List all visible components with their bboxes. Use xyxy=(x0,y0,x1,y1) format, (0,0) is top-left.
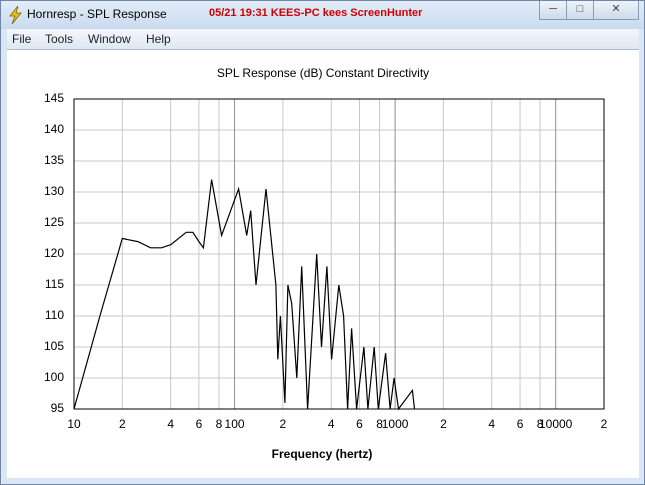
y-tick-label: 105 xyxy=(44,339,64,353)
x-tick-label: 8 xyxy=(537,417,544,431)
y-tick-label: 145 xyxy=(44,91,64,105)
x-tick-label: 10 xyxy=(67,417,81,431)
x-tick-label: 4 xyxy=(488,417,495,431)
x-tick-label: 2 xyxy=(119,417,126,431)
app-icon xyxy=(9,5,22,25)
response-line xyxy=(73,179,416,411)
x-tick-label: 2 xyxy=(440,417,447,431)
x-tick-label: 6 xyxy=(517,417,524,431)
content-panel xyxy=(7,49,639,478)
x-tick-label: 10000 xyxy=(539,417,573,431)
y-tick-label: 140 xyxy=(44,122,64,136)
watermark: 05/21 19:31 KEES-PC kees ScreenHunter xyxy=(209,7,423,19)
menu-item[interactable]: Tools xyxy=(45,32,74,46)
x-tick-label: 100 xyxy=(225,417,245,431)
x-tick-label: 8 xyxy=(376,417,383,431)
x-tick-label: 4 xyxy=(328,417,335,431)
x-tick-label: 2 xyxy=(280,417,287,431)
y-tick-label: 115 xyxy=(45,277,64,291)
x-tick-label: 6 xyxy=(356,417,363,431)
y-tick-label: 125 xyxy=(44,215,64,229)
x-tick-label: 1000 xyxy=(382,417,409,431)
y-tick-label: 120 xyxy=(44,246,64,260)
x-axis-label: Frequency (hertz) xyxy=(272,447,373,461)
x-tick-label: 6 xyxy=(196,417,203,431)
close-button[interactable]: ✕ xyxy=(593,1,639,20)
y-tick-label: 110 xyxy=(45,308,64,322)
window-title: Hornresp - SPL Response xyxy=(27,7,167,21)
chart-title: SPL Response (dB) Constant Directivity xyxy=(217,66,429,80)
x-tick-label: 4 xyxy=(167,417,174,431)
y-tick-label: 130 xyxy=(44,184,64,198)
y-tick-label: 100 xyxy=(44,370,64,384)
menu-bar: File Tools Window Help xyxy=(7,29,639,49)
menu-item[interactable]: File xyxy=(12,32,32,46)
menu-item[interactable]: Window xyxy=(88,32,131,46)
title-bar: Hornresp - SPL Response 05/21 19:31 KEES… xyxy=(1,1,644,29)
y-tick-label: 135 xyxy=(44,153,64,167)
menu-item[interactable]: Help xyxy=(146,32,171,46)
plot-frame xyxy=(73,98,605,410)
x-tick-label: 2 xyxy=(601,417,608,431)
x-tick-label: 8 xyxy=(216,417,223,431)
y-tick-label: 95 xyxy=(51,401,65,415)
